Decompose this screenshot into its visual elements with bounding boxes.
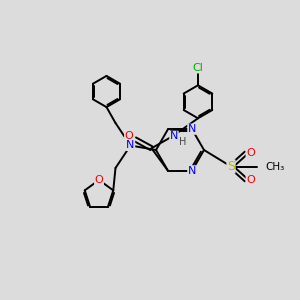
Text: Cl: Cl: [193, 63, 203, 73]
Text: H: H: [179, 137, 187, 147]
Text: O: O: [124, 131, 134, 141]
Text: O: O: [94, 175, 103, 185]
Text: N: N: [126, 140, 135, 151]
Text: S: S: [227, 160, 235, 173]
Text: O: O: [246, 148, 255, 158]
Text: CH₃: CH₃: [266, 161, 285, 172]
Text: O: O: [246, 175, 255, 185]
Text: N: N: [188, 124, 196, 134]
Text: N: N: [170, 131, 178, 141]
Text: N: N: [188, 166, 196, 176]
